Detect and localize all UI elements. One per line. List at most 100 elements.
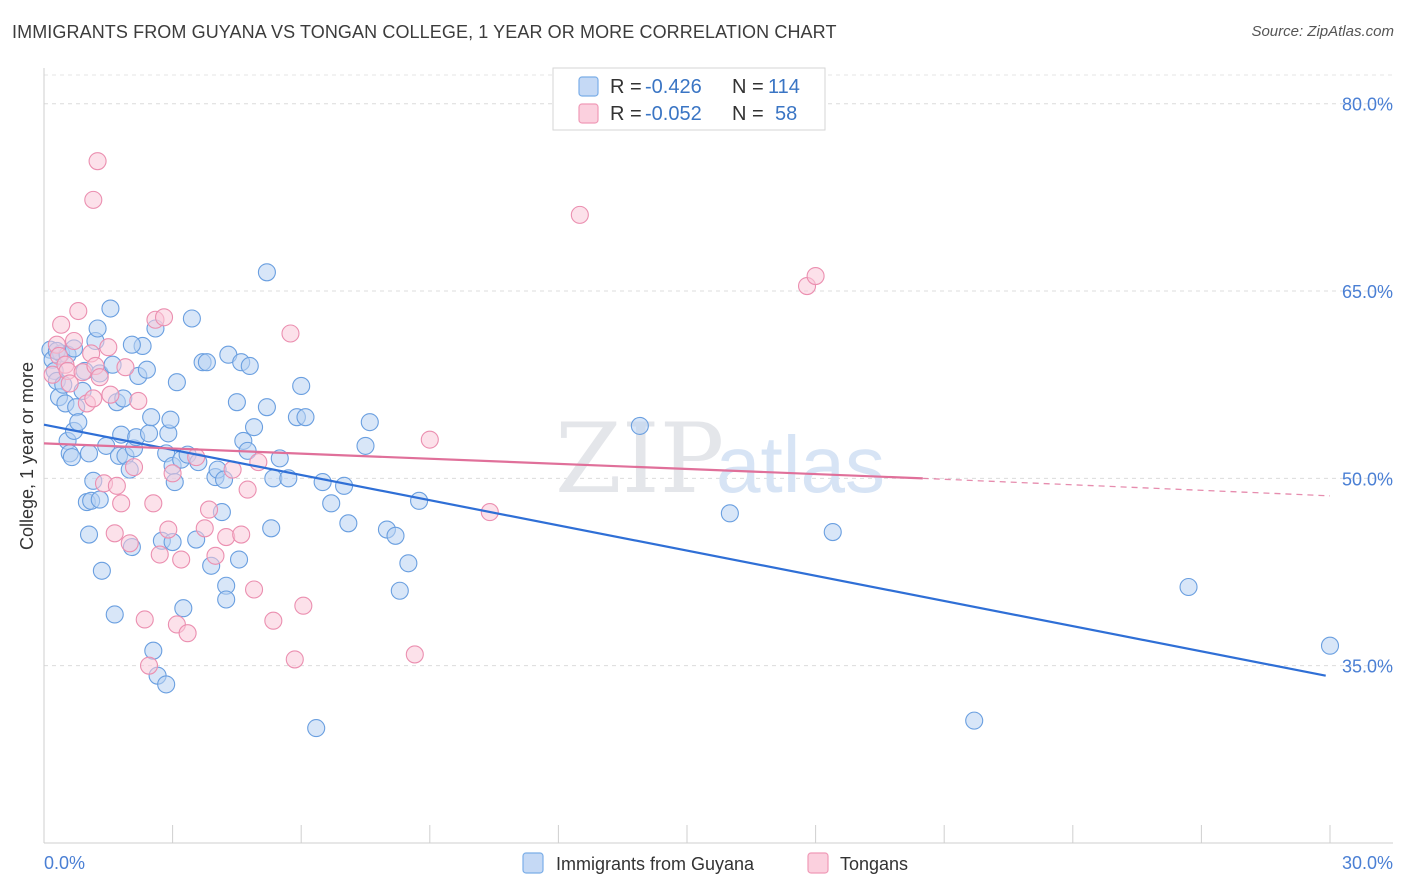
tongan-point (178, 624, 197, 643)
tongan-point (116, 358, 135, 377)
tongan-point (405, 645, 424, 664)
guyana-point (229, 550, 249, 569)
y-tick-label: 50.0% (1342, 469, 1393, 489)
guyana-point (62, 448, 81, 467)
tongan-point (69, 301, 88, 321)
guyana-point (88, 319, 107, 338)
guyana-point (139, 424, 159, 443)
tongan-point (281, 324, 300, 343)
guyana-point (240, 356, 259, 376)
bottom-legend-swatch-tongans (807, 852, 829, 874)
tongan-point (64, 331, 84, 351)
guyana-point (335, 476, 354, 495)
guyana-point (79, 525, 99, 544)
tongan-point (129, 391, 148, 410)
guyana-point (356, 436, 375, 455)
guyana-point (174, 599, 193, 618)
tongan-point (420, 430, 439, 449)
tongan-point (806, 267, 825, 286)
trend-lines (43, 423, 1331, 677)
y-axis-title: College, 1 year or more (17, 362, 37, 550)
tongan-point (107, 476, 126, 495)
guyana-point (270, 449, 289, 468)
guyana-point (399, 554, 418, 573)
tongan-point (88, 152, 107, 171)
guyana-point (720, 504, 739, 523)
tongan-point (570, 205, 589, 224)
guyana-point (137, 360, 156, 379)
tongan-point (84, 190, 103, 209)
tongan-point (195, 519, 214, 538)
guyana-point (257, 263, 276, 282)
tongan-point (120, 534, 139, 553)
x-tick-labels: 0.0% 30.0% (44, 853, 1393, 873)
source-label: Source: ZipAtlas.com (1251, 23, 1394, 40)
guyana-point (257, 398, 276, 417)
tongan-point (238, 480, 257, 499)
tongan-point (264, 611, 283, 630)
guyana-point (161, 410, 180, 429)
bottom-legend-label-tongans: Tongans (840, 854, 908, 874)
legend-r-value-tongans: -0.052 (645, 103, 702, 125)
guyana-point (244, 418, 264, 437)
watermark: ZIP atlas (555, 403, 885, 515)
guyana-point (390, 581, 409, 600)
tongan-point (163, 464, 182, 483)
tongan-point (159, 520, 178, 539)
guyana-point (227, 393, 246, 412)
guyana-point (264, 469, 283, 488)
bottom-legend: Immigrants from Guyana Tongans (522, 852, 908, 874)
tongan-point (60, 374, 79, 393)
tongan-point (101, 385, 120, 404)
guyana-point (410, 491, 429, 510)
guyana-point (92, 561, 111, 580)
x-tick-label-max: 30.0% (1342, 853, 1393, 873)
guyana-point (101, 299, 120, 318)
guyana-point (262, 519, 281, 538)
y-tick-label: 80.0% (1342, 95, 1393, 115)
legend-swatch-guyana (578, 76, 599, 97)
tongan-point (199, 500, 219, 519)
guyana-point (167, 373, 186, 392)
guyana-point (823, 523, 842, 542)
guyana-point (296, 408, 315, 427)
legend-n-value-guyana: 114 (768, 76, 800, 98)
legend-n-label-guyana: N = (732, 76, 764, 98)
tongan-point (144, 494, 163, 513)
guyana-point (122, 335, 141, 354)
tongan-point (244, 580, 264, 599)
guyana-point (197, 353, 216, 372)
guyana-point (965, 711, 984, 730)
guyana-point (339, 514, 358, 533)
tongan-point (124, 458, 144, 477)
watermark-atlas: atlas (716, 420, 885, 509)
tongan-point (135, 610, 154, 629)
tongan-point (172, 550, 191, 569)
axes (43, 68, 1393, 844)
guyana-point (1320, 636, 1340, 655)
legend-r-value-guyana: -0.426 (645, 76, 702, 98)
guyana-point (144, 641, 163, 660)
guyana-point (360, 413, 379, 432)
x-tick-label-min: 0.0% (44, 853, 85, 873)
guyana-point (386, 526, 405, 545)
tongan-point (154, 308, 174, 327)
guyana-point (79, 444, 99, 463)
bottom-legend-swatch-guyana (522, 852, 544, 874)
tongan-point (187, 448, 206, 467)
tongan-point (99, 338, 118, 357)
points-tongans (43, 152, 825, 675)
trend-line-tongans-dashed (922, 477, 1331, 497)
legend-box: R = -0.426 N = 114 R = -0.052 N = 58 (552, 67, 826, 131)
guyana-point (182, 309, 201, 328)
guyana-point (1179, 577, 1198, 597)
tongan-point (112, 494, 131, 513)
trend-line-tongans (43, 442, 923, 480)
tongan-point (217, 527, 236, 547)
legend-r-label-guyana: R = (610, 76, 642, 98)
tongan-point (139, 656, 159, 675)
guyana-point (157, 675, 176, 694)
y-tick-label: 65.0% (1342, 282, 1393, 302)
chart-title: IMMIGRANTS FROM GUYANA VS TONGAN COLLEGE… (12, 22, 837, 42)
guyana-point (292, 376, 311, 395)
